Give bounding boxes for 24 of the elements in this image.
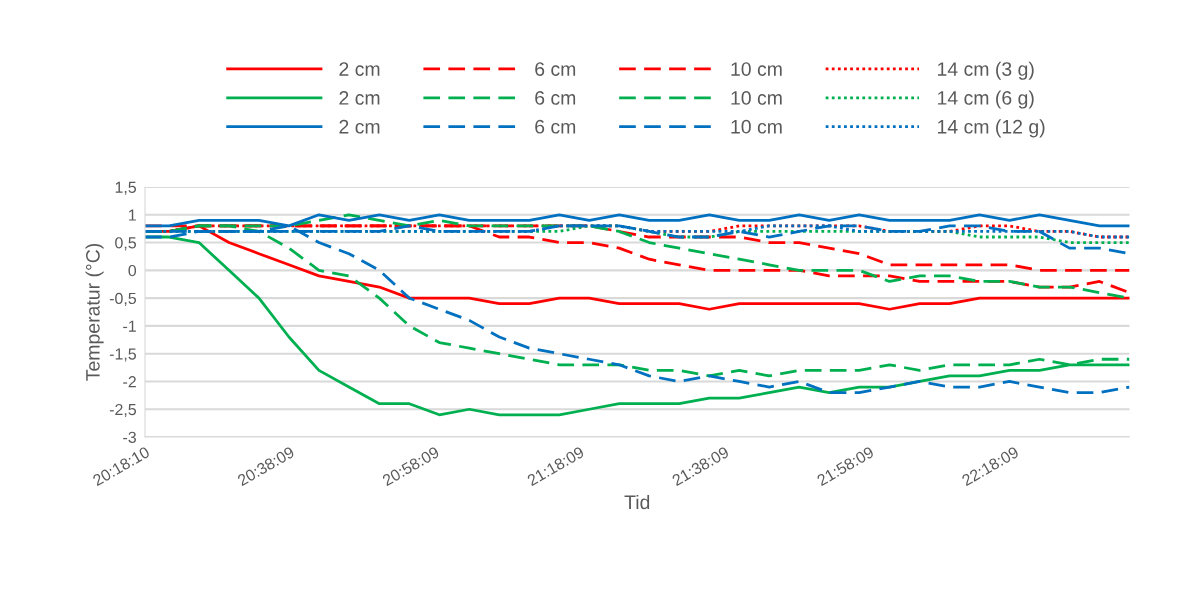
legend-label: 10 cm <box>731 119 782 134</box>
y-tick-label: -2,5 <box>109 403 137 418</box>
y-tick-label: 0,5 <box>115 237 137 251</box>
y-tick-label: -3 <box>123 431 136 443</box>
legend-label: 6 cm <box>535 91 576 105</box>
y-axis-title: Temperatur (°C) <box>85 243 104 381</box>
legend-label: 6 cm <box>535 119 576 134</box>
y-tick-label: 1 <box>129 209 136 221</box>
legend-label: 10 cm <box>731 91 782 105</box>
legend-label: 10 cm <box>731 62 782 76</box>
y-tick-label: -1 <box>123 320 136 332</box>
x-axis-title: Tid <box>624 494 650 510</box>
y-tick-label: -0,5 <box>109 292 137 306</box>
legend-label: 14 cm (12 g) <box>938 119 1045 138</box>
legend-label: 14 cm (6 g) <box>938 90 1034 109</box>
y-tick-label: -1,5 <box>109 348 137 362</box>
y-tick-label: 1,5 <box>115 181 137 195</box>
legend-label: 2 cm <box>339 119 380 134</box>
legend-label: 14 cm (3 g) <box>938 61 1034 80</box>
y-tick-label: 0 <box>128 264 137 277</box>
legend-label: 6 cm <box>535 62 576 76</box>
legend-label: 2 cm <box>339 62 380 76</box>
legend-label: 2 cm <box>339 91 380 105</box>
y-tick-label: -2 <box>123 376 136 388</box>
